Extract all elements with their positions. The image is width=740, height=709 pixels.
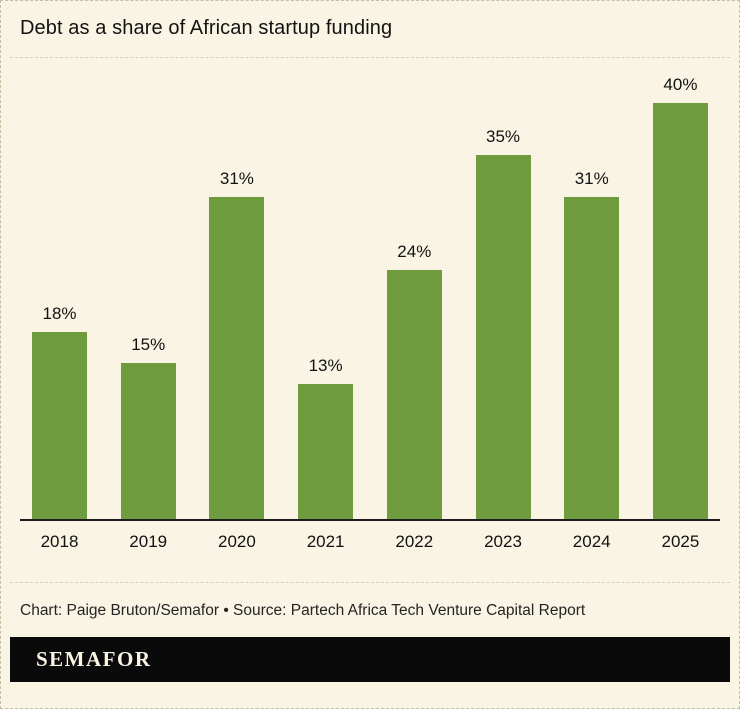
bar-value-label-2019: 15% (131, 335, 166, 354)
bar-2021 (298, 384, 354, 519)
bar-2020 (209, 197, 265, 519)
bar-value-label-2023: 35% (486, 127, 521, 146)
bars-area: 18% 15% 31% 13% 24% 35% 31% 40% (20, 58, 720, 519)
bottom-divider (10, 582, 730, 583)
bar-chart: 18% 15% 31% 13% 24% 35% 31% 40% 2018 2019 2020 202… (20, 58, 720, 552)
bar-2019 (120, 363, 176, 519)
top-divider (10, 57, 730, 58)
bar-column-2019: 15% (120, 335, 176, 519)
x-tick-2021: 2021 (306, 532, 345, 551)
bar-value-label-2020: 31% (219, 169, 254, 188)
bar-value-label-2022: 24% (397, 242, 432, 261)
x-tick-2018: 2018 (40, 532, 79, 551)
bar-column-2020: 31% (209, 169, 265, 519)
x-tick-2019: 2019 (129, 532, 168, 551)
bar-column-2018: 18% (32, 304, 87, 519)
bar-2024 (564, 197, 620, 519)
bar-2022 (386, 270, 442, 519)
x-tick-2024: 2024 (572, 532, 611, 551)
bar-2025 (652, 103, 708, 519)
logo-bar: SEMAFOR (10, 637, 730, 682)
bar-column-2023: 35% (475, 127, 531, 519)
x-tick-2020: 2020 (217, 532, 256, 551)
bar-2018 (32, 332, 87, 519)
bar-column-2024: 31% (564, 169, 620, 519)
x-axis-labels: 2018 2019 2020 2021 2022 2023 2024 2025 (20, 532, 720, 552)
x-tick-2025: 2025 (661, 532, 700, 551)
bar-value-label-2025: 40% (663, 75, 698, 94)
x-tick-2023: 2023 (484, 532, 522, 551)
x-axis-line (20, 519, 720, 521)
bar-column-2022: 24% (386, 242, 442, 519)
x-tick-2022: 2022 (395, 532, 434, 551)
bar-column-2025: 40% (652, 75, 708, 519)
bar-value-label-2024: 31% (574, 169, 609, 188)
bar-value-label-2018: 18% (42, 304, 77, 323)
bar-value-label-2021: 13% (308, 356, 343, 375)
credit-line: Chart: Paige Bruton/Semafor • Source: Pa… (20, 602, 586, 619)
chart-title: Debt as a share of African startup fundi… (20, 17, 393, 39)
bar-column-2021: 13% (298, 356, 354, 519)
semafor-logo: SEMAFOR (36, 647, 152, 671)
bar-2023 (475, 155, 531, 519)
